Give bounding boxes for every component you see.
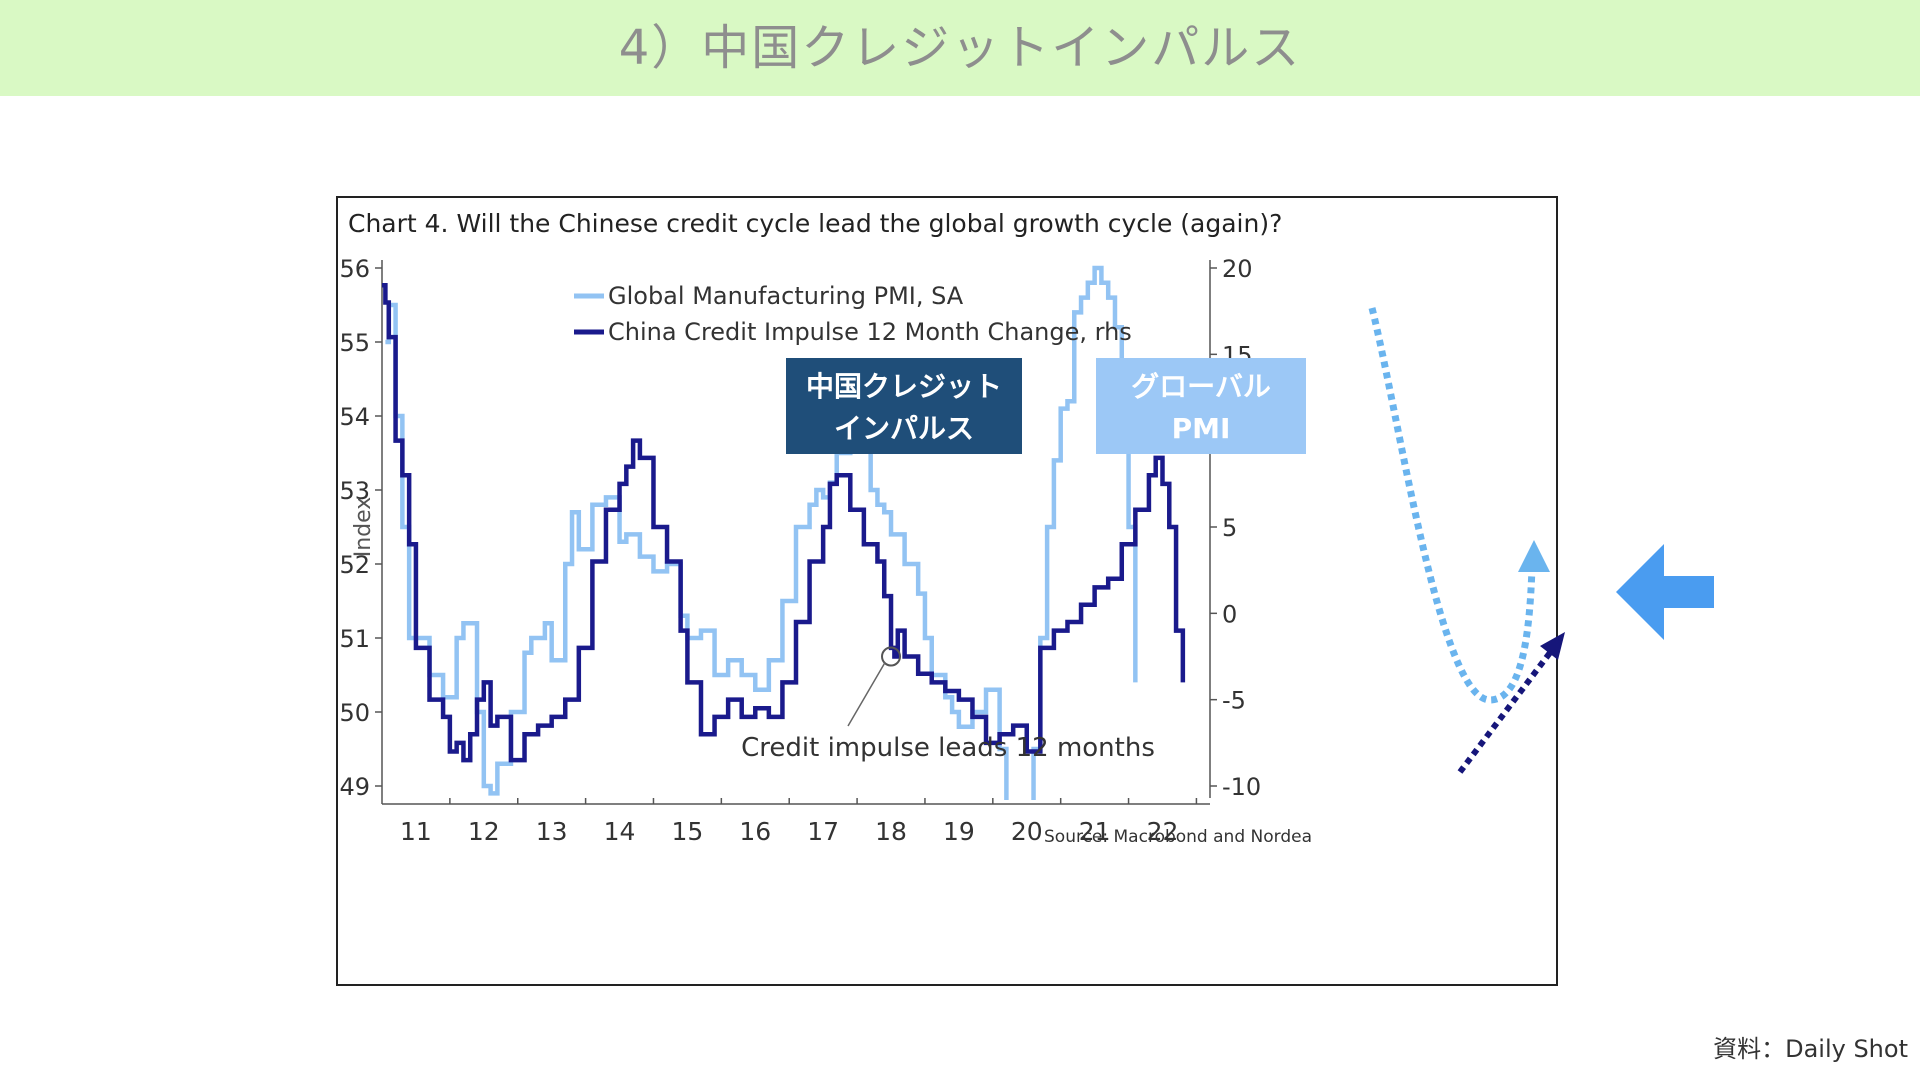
y-tick-label-right: -5	[1222, 687, 1246, 715]
legend-label-credit: China Credit Impulse 12 Month Change, rh…	[608, 318, 1132, 346]
x-tick-label: 11	[400, 817, 432, 846]
x-tick-label: 16	[739, 817, 771, 846]
annotation-leader	[847, 662, 886, 727]
legend-label-pmi: Global Manufacturing PMI, SA	[608, 282, 964, 310]
x-tick-label: 20	[1011, 817, 1043, 846]
y-tick-label-right: 5	[1222, 514, 1237, 542]
label-box-credit-line2: インパルス	[834, 412, 974, 445]
y-tick-label-left: 56	[339, 255, 370, 283]
source-credit: 資料：Daily Shot	[1713, 1035, 1908, 1063]
y-tick-label-right: -10	[1222, 773, 1261, 801]
chart-svg: Chart 4. Will the Chinese credit cycle l…	[339, 209, 1312, 847]
annotation-circle	[881, 646, 902, 667]
x-tick-label: 21	[1079, 817, 1111, 846]
x-tick-label: 12	[468, 817, 500, 846]
x-tick-label: 14	[604, 817, 636, 846]
y-tick-label-left: 51	[339, 625, 370, 653]
header-banner	[0, 0, 1920, 96]
chart-title: Chart 4. Will the Chinese credit cycle l…	[348, 209, 1282, 238]
series-line-china-credit	[382, 283, 1186, 763]
annotation-text: Credit impulse leads 12 months	[741, 733, 1155, 763]
y-tick-label-left: 49	[339, 773, 370, 801]
y-tick-label-left: 52	[339, 551, 370, 579]
chart-source: Source: Macrobond and Nordea	[1044, 827, 1312, 847]
label-box-pmi-line2: PMI	[1172, 412, 1231, 445]
x-tick-label: 15	[672, 817, 704, 846]
label-box-pmi-line1: グローバル	[1131, 370, 1271, 403]
y-tick-label-left: 54	[339, 403, 370, 431]
y-axis-label: Index	[351, 497, 376, 558]
x-tick-label: 13	[536, 817, 568, 846]
x-tick-label: 17	[807, 817, 839, 846]
y-tick-label-left: 55	[339, 329, 370, 357]
x-tick-label: 19	[943, 817, 975, 846]
y-tick-label-left: 50	[339, 699, 370, 727]
y-tick-label-right: 20	[1222, 255, 1253, 283]
chart-frame: Chart 4. Will the Chinese credit cycle l…	[336, 196, 1558, 986]
series-line-global-pmi	[385, 265, 1138, 800]
y-tick-label-left: 53	[339, 477, 370, 505]
y-tick-label-right: 0	[1222, 600, 1237, 628]
label-box-pmi	[1096, 358, 1306, 454]
label-box-credit-line1: 中国クレジット	[806, 370, 1002, 403]
x-tick-label: 18	[875, 817, 907, 846]
label-box-credit	[786, 358, 1022, 454]
pointer-arrow-icon	[1616, 544, 1714, 640]
banner-title: 4）中国クレジットインパルス	[618, 20, 1302, 76]
x-tick-label: 22	[1147, 817, 1179, 846]
